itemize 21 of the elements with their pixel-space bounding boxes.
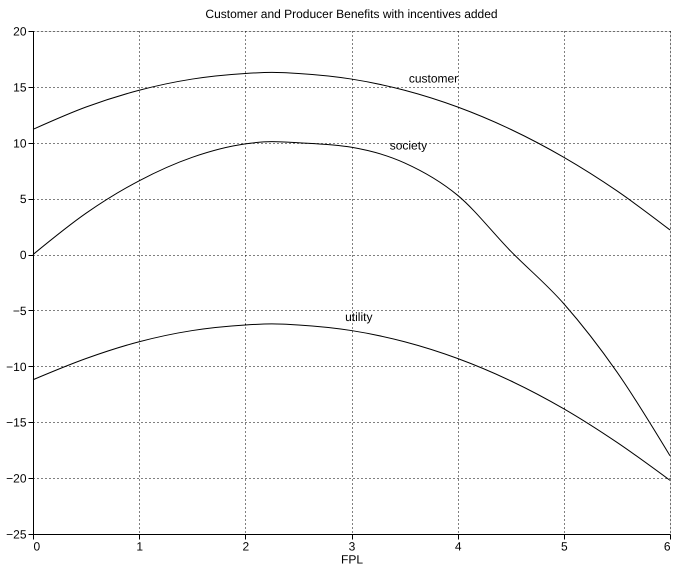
y-tick-label: 0: [20, 248, 27, 262]
series-label: customer: [408, 72, 458, 86]
x-axis-title: FPL: [340, 552, 364, 566]
series-label: utility: [345, 310, 372, 324]
y-tick-label: −20: [6, 472, 27, 486]
y-tick-label: 10: [13, 136, 27, 150]
y-tick-label: −25: [6, 528, 27, 542]
y-tick-label: −10: [6, 360, 27, 374]
y-tick-label: −15: [6, 416, 27, 430]
x-tick-label: 6: [664, 540, 671, 554]
x-tick-label: 2: [242, 540, 250, 554]
x-tick-label: 5: [560, 540, 568, 554]
x-tick-label: 4: [454, 540, 462, 554]
x-tick-label: 0: [34, 540, 40, 554]
y-tick-label: 20: [13, 24, 27, 38]
x-tick-label: 1: [136, 540, 144, 554]
chart-title: Customer and Producer Benefits with incentives added: [205, 7, 498, 21]
y-tick-label: −5: [12, 304, 27, 318]
y-tick-label: 15: [13, 80, 27, 94]
y-tick-label: 5: [20, 192, 27, 206]
x-tick-label: 3: [348, 540, 356, 554]
